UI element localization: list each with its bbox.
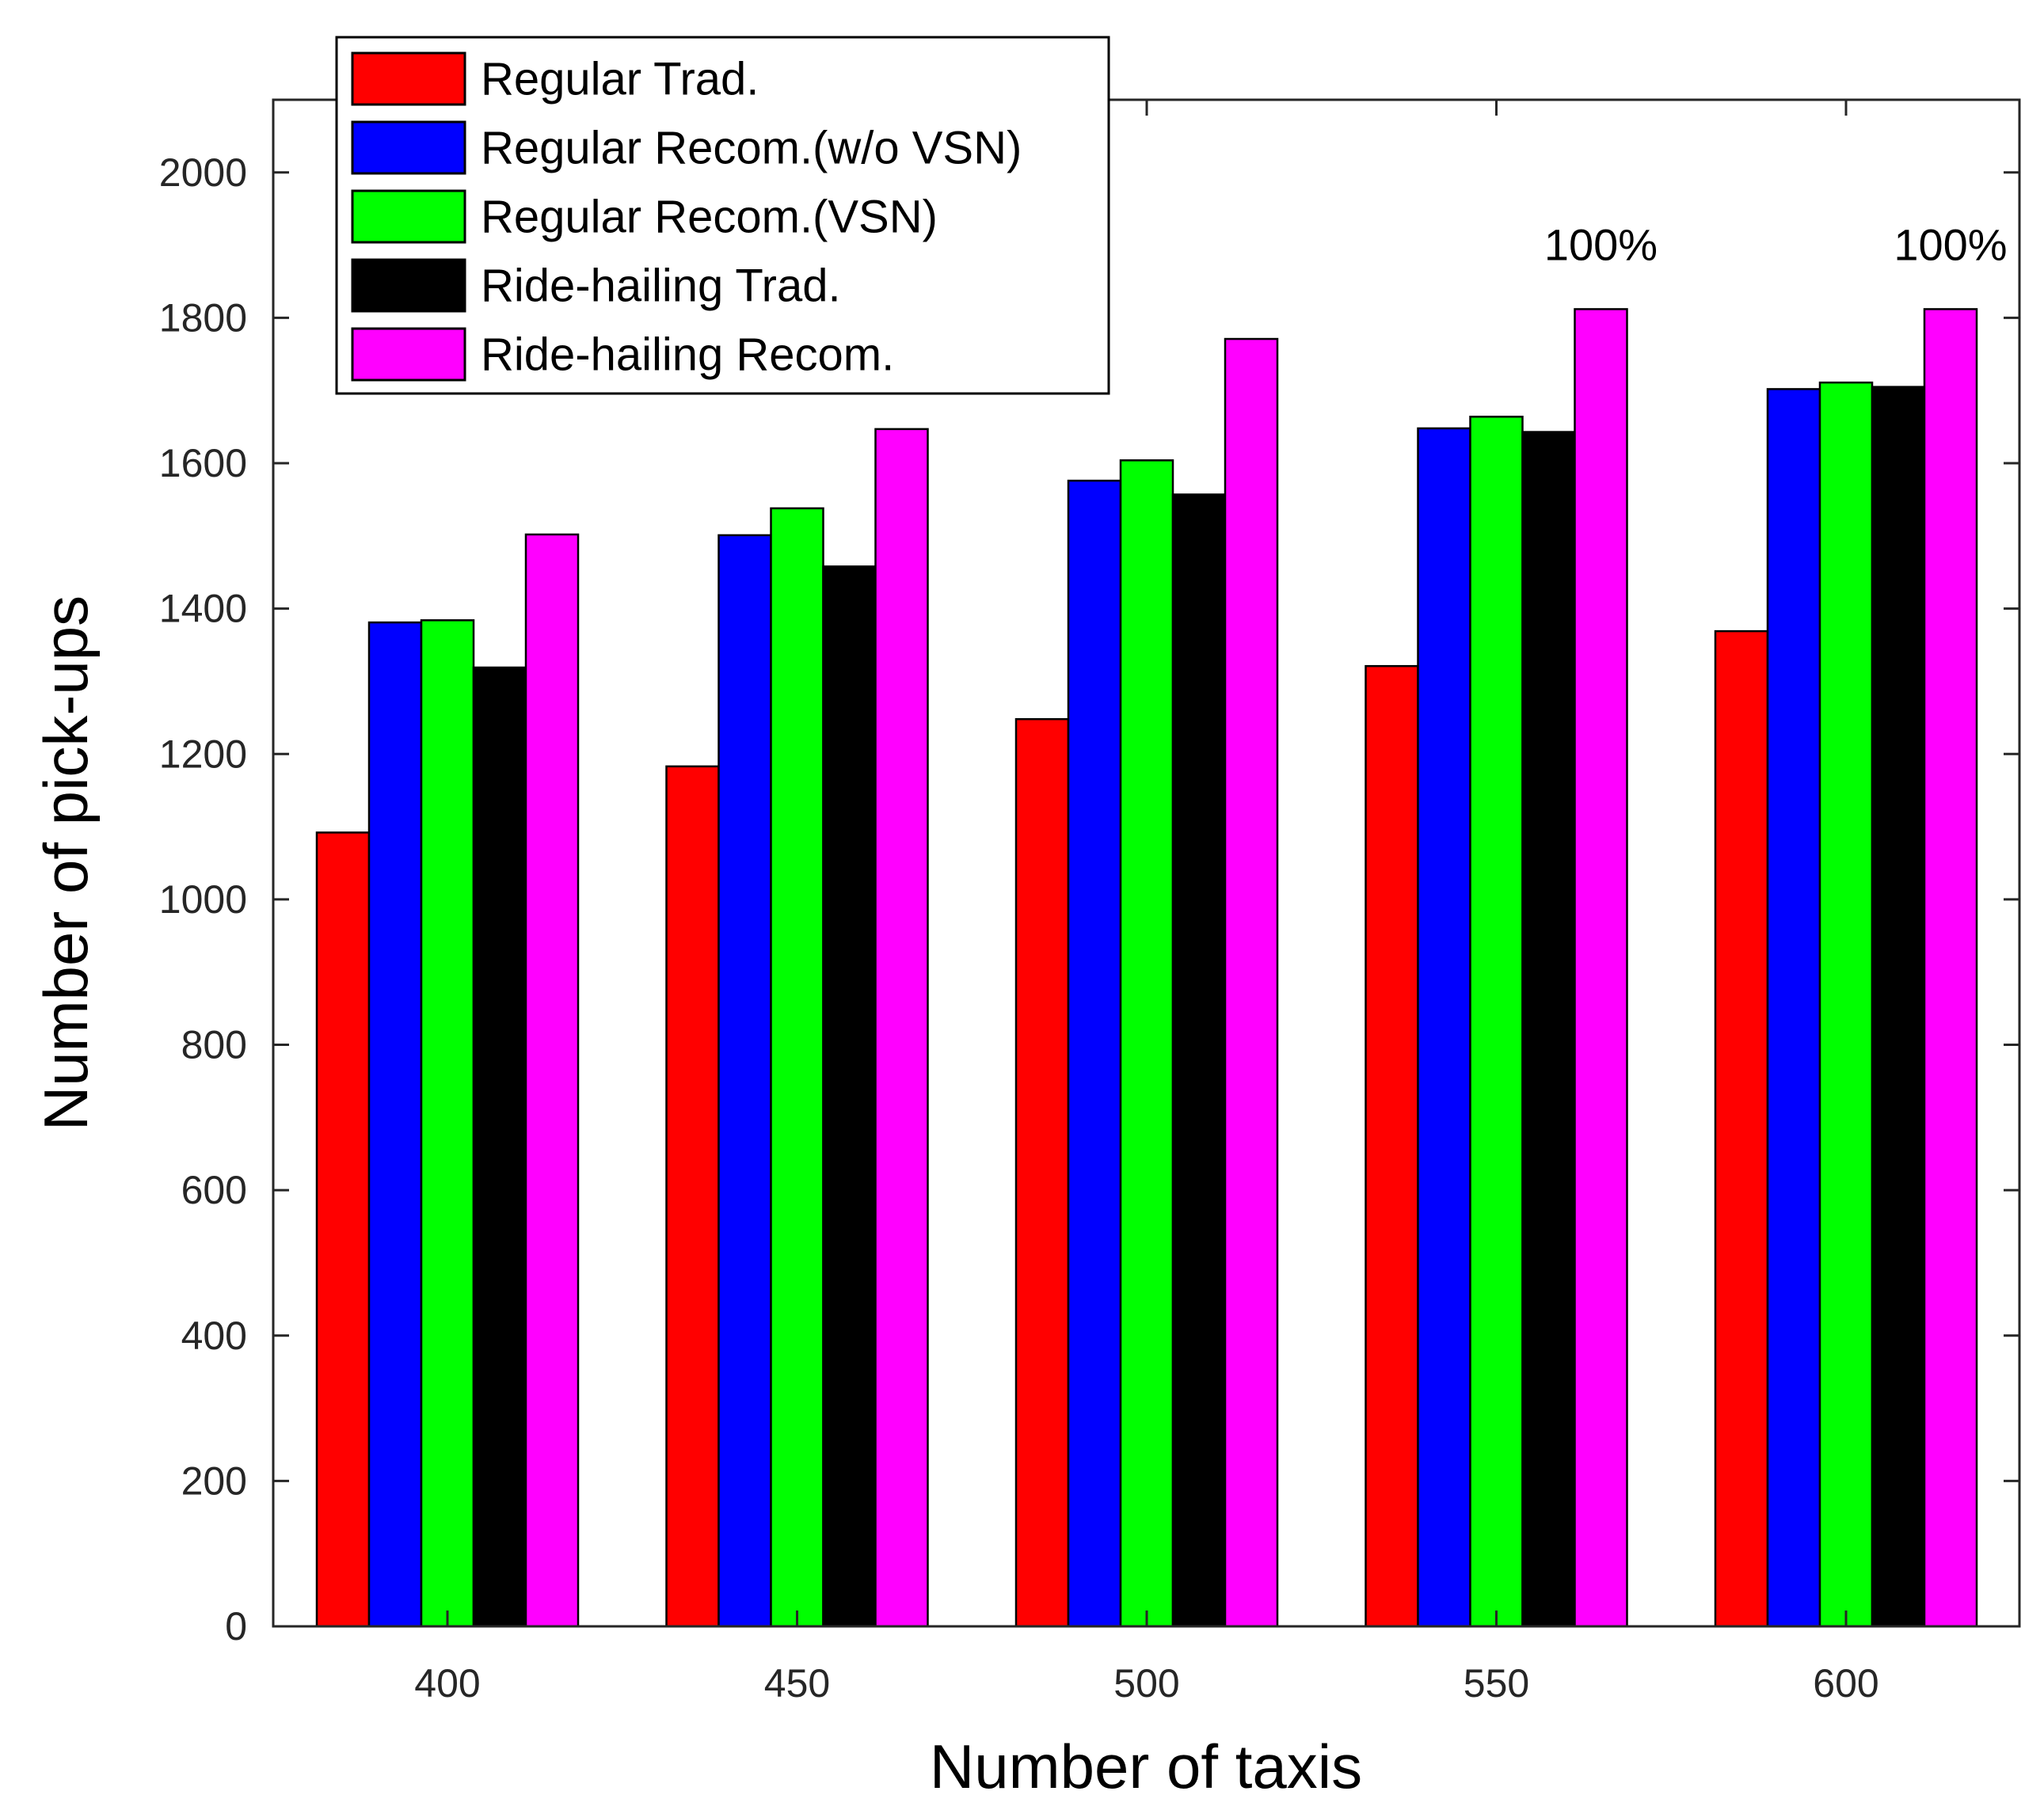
x-tick-label: 400 (414, 1661, 480, 1706)
legend-swatch (351, 327, 466, 382)
legend-label: Ride-hailing Recom. (481, 329, 894, 381)
bar-regular-recom-w-o-vsn-600 (1766, 388, 1821, 1628)
y-tick-label: 1200 (159, 732, 247, 776)
y-tick-label: 0 (225, 1604, 247, 1649)
bar-ride-hailing-recom-450 (874, 428, 929, 1628)
bar-regular-recom-w-o-vsn-550 (1417, 427, 1471, 1628)
annotations-group: 100% 100% (1544, 219, 2008, 269)
bars-group (315, 308, 1978, 1628)
y-tick-label: 1000 (159, 877, 247, 922)
x-tick-label: 600 (1813, 1661, 1878, 1706)
y-tick-label: 1400 (159, 587, 247, 631)
x-tick-label: 550 (1464, 1661, 1529, 1706)
bar-regular-recom-w-o-vsn-500 (1067, 479, 1122, 1628)
y-tick-label: 200 (181, 1458, 247, 1503)
bar-ride-hailing-trad-550 (1521, 431, 1576, 1628)
bar-regular-trad-450 (665, 765, 720, 1628)
bar-regular-recom-vsn-500 (1119, 459, 1174, 1628)
bar-regular-trad-500 (1014, 717, 1070, 1628)
bar-regular-trad-600 (1714, 629, 1769, 1628)
bar-regular-recom-w-o-vsn-450 (717, 534, 772, 1628)
legend-swatch (351, 120, 466, 175)
bar-ride-hailing-trad-500 (1171, 493, 1227, 1628)
y-tick-label: 400 (181, 1314, 247, 1358)
y-tick-label: 1800 (159, 295, 247, 340)
annotation-label: 100% (1544, 219, 1658, 269)
bar-regular-recom-vsn-550 (1469, 416, 1524, 1628)
legend-label: Ride-hailing Trad. (481, 261, 841, 312)
y-tick-label: 800 (181, 1023, 247, 1067)
legend-label: Regular Recom.(VSN) (481, 192, 938, 243)
legend-swatch (351, 51, 466, 106)
bar-regular-trad-550 (1365, 664, 1419, 1628)
bar-regular-recom-vsn-450 (770, 507, 824, 1628)
legend-label: Regular Recom.(w/o VSN) (481, 123, 1022, 174)
legend-swatch (351, 258, 466, 313)
bar-ride-hailing-recom-500 (1224, 337, 1279, 1628)
bar-regular-recom-vsn-400 (420, 619, 475, 1628)
x-axis-label: Number of taxis (930, 1732, 1362, 1801)
y-tick-label: 600 (181, 1168, 247, 1212)
x-tick-label: 500 (1113, 1661, 1179, 1706)
bar-regular-recom-vsn-600 (1818, 381, 1874, 1628)
bar-regular-trad-400 (315, 831, 371, 1628)
legend-swatch (351, 189, 466, 244)
bar-regular-recom-w-o-vsn-400 (367, 621, 423, 1628)
y-tick-label: 2000 (159, 150, 247, 195)
legend-label: Regular Trad. (481, 54, 759, 105)
bar-ride-hailing-recom-600 (1923, 308, 1978, 1628)
bar-ride-hailing-recom-550 (1574, 308, 1628, 1628)
y-axis-label: Number of pick-ups (31, 595, 101, 1131)
x-tick-label: 450 (764, 1661, 830, 1706)
y-tick-label: 1600 (159, 441, 247, 485)
bar-ride-hailing-trad-450 (822, 565, 877, 1628)
legend: Regular Trad. Regular Recom.(w/o VSN) Regu… (335, 36, 1110, 395)
tick-labels-group: 0 200 400 600 800 1000 1200 1400 1600 1800 2000 400… (159, 150, 1879, 1706)
legend-items-group: Regular Trad. Regular Recom.(w/o VSN) Regu… (351, 51, 1022, 382)
bar-ride-hailing-trad-600 (1871, 386, 1926, 1628)
annotation-label: 100% (1894, 219, 2007, 269)
bar-ride-hailing-trad-400 (472, 666, 527, 1628)
bar-ride-hailing-recom-400 (524, 533, 580, 1628)
